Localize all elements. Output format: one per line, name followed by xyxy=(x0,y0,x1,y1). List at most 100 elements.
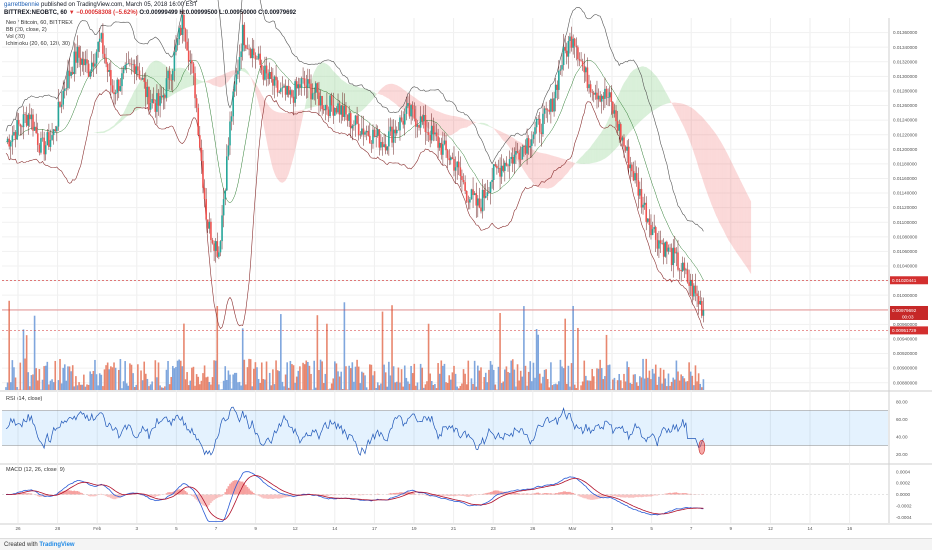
volume-bar xyxy=(180,361,182,390)
volume-bar xyxy=(174,368,176,390)
ichimoku-cloud-segment xyxy=(481,123,483,125)
volume-bar xyxy=(585,376,587,390)
volume-bar xyxy=(596,368,598,390)
candle-body xyxy=(564,47,566,51)
candle-body xyxy=(232,92,234,117)
volume-bar xyxy=(255,362,257,390)
candle-body xyxy=(46,132,48,145)
candle-body xyxy=(296,81,298,88)
ichimoku-cloud-segment xyxy=(90,131,92,132)
volume-bar xyxy=(434,384,436,390)
candle-body xyxy=(591,92,593,93)
candle-body xyxy=(423,115,425,121)
ichimoku-cloud-segment xyxy=(740,179,742,259)
candle-body xyxy=(577,47,579,59)
candle-body xyxy=(623,138,625,147)
volume-bar xyxy=(321,361,323,390)
volume-bar xyxy=(277,370,279,390)
volume-bar xyxy=(337,371,339,390)
candle-body xyxy=(54,129,56,131)
volume-bar xyxy=(77,385,79,390)
candle-body xyxy=(132,64,134,65)
macd-histogram-bar xyxy=(579,495,581,497)
candle-body xyxy=(377,129,379,136)
ichimoku-cloud-segment xyxy=(680,103,682,122)
candle-body xyxy=(391,127,393,143)
candle-body xyxy=(186,42,188,51)
volume-bar xyxy=(674,380,676,390)
macd-histogram-bar xyxy=(545,493,547,494)
ichimoku-cloud-segment xyxy=(737,173,739,255)
candle-body xyxy=(410,105,412,116)
rsi-band xyxy=(2,411,888,446)
volume-bar xyxy=(91,374,93,390)
volume-bar xyxy=(326,324,328,390)
candle-body xyxy=(10,142,12,147)
macd-histogram-bar xyxy=(591,495,593,500)
ichimoku-cloud-segment xyxy=(557,157,559,183)
ichimoku-cloud-segment xyxy=(198,80,200,84)
ichimoku-cloud-segment xyxy=(259,89,261,110)
candle-body xyxy=(59,102,61,107)
ichimoku-cloud-segment xyxy=(395,85,397,105)
ichimoku-cloud-segment xyxy=(279,113,281,183)
volume-bar xyxy=(515,387,517,390)
ichimoku-cloud-segment xyxy=(295,111,297,151)
time-tick-label: 9 xyxy=(730,526,733,531)
candle-body xyxy=(307,79,309,88)
volume-bar xyxy=(553,384,555,390)
macd-histogram-bar xyxy=(677,493,679,495)
candle-body xyxy=(185,29,187,42)
candle-body xyxy=(520,160,522,161)
ichimoku-cloud-segment xyxy=(454,116,456,134)
ichimoku-cloud-segment xyxy=(610,112,612,154)
volume-bar xyxy=(131,365,133,390)
ichimoku-cloud-segment xyxy=(246,70,248,75)
candle-body xyxy=(448,158,450,160)
macd-histogram-bar xyxy=(630,495,632,498)
ichimoku-cloud-segment xyxy=(595,138,597,162)
volume-bar xyxy=(388,362,390,390)
ichimoku-cloud-segment xyxy=(120,115,122,122)
volume-bar xyxy=(630,383,632,390)
macd-histogram-bar xyxy=(89,495,91,497)
volume-bar xyxy=(66,381,68,390)
ichimoku-cloud-segment xyxy=(646,67,648,116)
candle-body xyxy=(399,118,401,131)
volume-bar xyxy=(625,381,627,390)
candle-body xyxy=(242,25,244,52)
volume-bar xyxy=(682,376,684,390)
ichimoku-cloud-segment xyxy=(190,74,192,87)
candle-body xyxy=(347,114,349,120)
ichimoku-cloud-segment xyxy=(657,78,659,108)
ichimoku-cloud-segment xyxy=(467,120,469,128)
volume-bar xyxy=(158,362,160,390)
macd-histogram-bar xyxy=(569,492,571,495)
volume-bar xyxy=(342,389,344,390)
candle-body xyxy=(77,47,79,63)
candle-body xyxy=(236,74,238,84)
volume-bar xyxy=(197,377,199,390)
ichimoku-cloud-segment xyxy=(622,83,624,141)
volume-bar xyxy=(536,329,538,390)
ichimoku-cloud-segment xyxy=(549,155,551,189)
volume-bar xyxy=(212,377,214,390)
candle-body xyxy=(224,190,226,199)
volume-bar xyxy=(156,377,158,390)
macd-histogram-bar xyxy=(467,495,469,497)
volume-bar xyxy=(649,371,651,390)
tradingview-logo[interactable]: TradingView xyxy=(39,542,74,548)
ichimoku-cloud-segment xyxy=(643,66,645,119)
macd-tick-label: 0.0004 xyxy=(896,469,910,474)
candle-body xyxy=(86,59,88,63)
candle-body xyxy=(533,134,535,139)
volume-bar xyxy=(29,386,31,390)
ichimoku-cloud-segment xyxy=(187,70,189,87)
macd-histogram-bar xyxy=(682,493,684,494)
ichimoku-cloud-segment xyxy=(662,85,664,105)
volume-bar xyxy=(479,371,481,390)
price-tick-label: 0.01320000 xyxy=(893,59,918,64)
ichimoku-cloud-segment xyxy=(203,81,205,82)
candle-body xyxy=(85,59,87,65)
